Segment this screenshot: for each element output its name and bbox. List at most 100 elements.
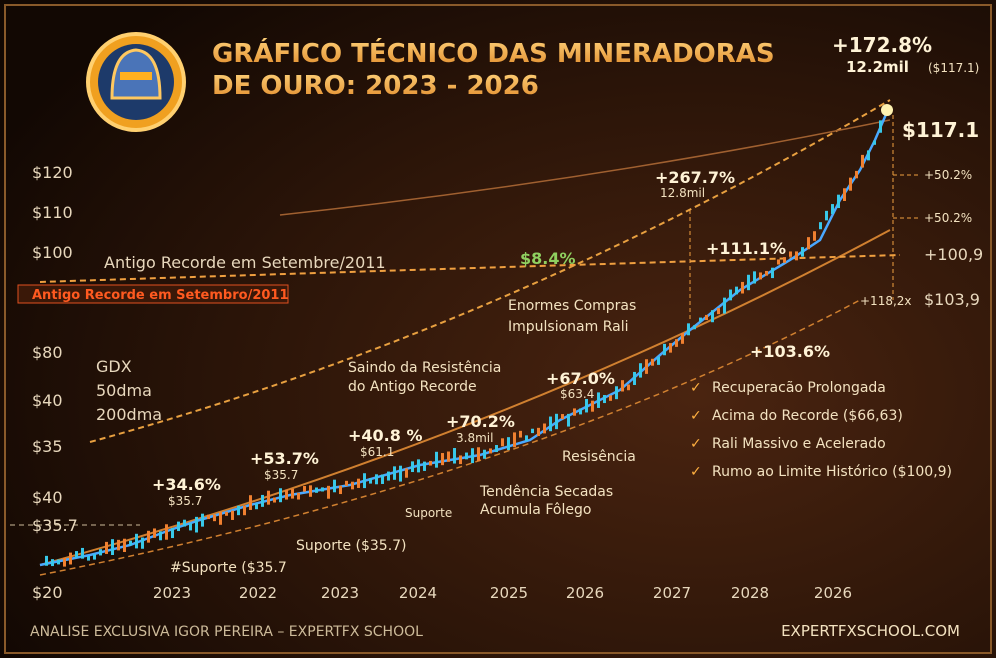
candle xyxy=(423,461,426,471)
candle xyxy=(255,503,258,510)
annotation: $117.1 xyxy=(902,118,979,142)
candle xyxy=(225,511,228,516)
candle xyxy=(459,455,462,465)
annotation: Suporte xyxy=(405,506,452,520)
candle xyxy=(87,556,90,561)
candle xyxy=(771,267,774,279)
annotation: Saindo da Resistência xyxy=(348,360,501,376)
candle xyxy=(213,514,216,522)
candle xyxy=(453,448,456,464)
candle xyxy=(873,140,876,145)
candle xyxy=(465,452,468,460)
candle xyxy=(627,384,630,391)
candle xyxy=(819,222,822,230)
candle xyxy=(861,154,864,168)
candle xyxy=(339,485,342,495)
annotation: +40.8 % xyxy=(348,426,422,445)
candle xyxy=(363,473,366,489)
candle xyxy=(471,448,474,464)
candle xyxy=(291,488,294,499)
candle xyxy=(201,513,204,527)
annotation: Enormes Compras xyxy=(508,298,636,314)
x-tick-label: 2022 xyxy=(239,584,277,602)
candle xyxy=(219,511,222,525)
candle xyxy=(189,523,192,531)
candle xyxy=(399,465,402,482)
x-tick-label: 2023 xyxy=(153,584,191,602)
legend-entry: GDX xyxy=(96,357,132,376)
candle xyxy=(513,432,516,448)
candle xyxy=(297,492,300,500)
check-icon: ✓ xyxy=(690,408,702,424)
annotation: Tendência Secadas xyxy=(479,484,613,500)
candle xyxy=(495,445,498,453)
check-icon: ✓ xyxy=(690,436,702,452)
check-item: Recuperacão Prolongada xyxy=(712,380,886,396)
candle xyxy=(801,247,804,257)
candle xyxy=(141,537,144,549)
candle xyxy=(195,516,198,533)
y-tick-label: $100 xyxy=(32,243,73,262)
annotation: Suporte ($35.7) xyxy=(296,538,407,554)
candle xyxy=(591,400,594,412)
checklist: ✓ Recuperacão Prolongada ✓ Acima do Recorde… xyxy=(690,380,952,480)
y-tick-label: $35.7 xyxy=(32,516,78,535)
x-tick-label: 2026 xyxy=(814,584,852,602)
annotation: +267.7% xyxy=(655,168,735,187)
candle xyxy=(615,386,618,400)
candle xyxy=(129,540,132,546)
candle xyxy=(837,194,840,209)
candle xyxy=(75,551,78,558)
check-item: Rali Massivo e Acelerado xyxy=(712,436,886,452)
annotation: +34.6% xyxy=(152,475,221,494)
candle xyxy=(351,481,354,490)
candle xyxy=(69,552,72,565)
annotation: $61.1 xyxy=(360,445,394,459)
candle xyxy=(285,489,288,500)
candle xyxy=(867,150,870,161)
annotation: $8.4% xyxy=(520,249,576,268)
annotation: $63.4 xyxy=(560,387,594,401)
candle xyxy=(543,423,546,434)
annotation: +111.1% xyxy=(706,239,786,258)
x-tick-label: 2024 xyxy=(399,584,437,602)
candle xyxy=(675,339,678,347)
candle xyxy=(279,488,282,503)
candle xyxy=(435,451,438,468)
y-tick-label: $20 xyxy=(32,583,63,602)
candle xyxy=(237,505,240,516)
candle xyxy=(711,310,714,323)
annotation: +53.7% xyxy=(250,449,319,468)
candle xyxy=(207,514,210,520)
annotation: $103,9 xyxy=(924,290,980,309)
candle xyxy=(699,317,702,322)
candle xyxy=(417,459,420,473)
x-tick-label: 2028 xyxy=(731,584,769,602)
candle xyxy=(705,314,708,320)
candle xyxy=(111,539,114,555)
legend-entry: 200dma xyxy=(96,405,162,424)
candle xyxy=(177,521,180,532)
candle xyxy=(477,447,480,462)
candle xyxy=(831,204,834,215)
candle xyxy=(777,259,780,265)
candle xyxy=(45,555,48,566)
candle xyxy=(549,416,552,432)
footer-right: EXPERTFXSCHOOL.COM xyxy=(781,622,960,640)
annotation: +70.2% xyxy=(446,412,515,431)
candle xyxy=(273,497,276,503)
candle xyxy=(849,177,852,191)
check-icon: ✓ xyxy=(690,380,702,396)
candle xyxy=(807,237,810,250)
candle xyxy=(507,437,510,451)
legend-entry: 50dma xyxy=(96,381,152,400)
candle xyxy=(825,210,828,221)
footer-left: ANALISE EXCLUSIVA IGOR PEREIRA – EXPERTF… xyxy=(30,624,423,640)
candle xyxy=(531,428,534,434)
y-tick-label: $40 xyxy=(32,488,63,507)
candle xyxy=(327,485,330,499)
candle xyxy=(243,505,246,516)
annotation: do Antigo Recorde xyxy=(348,379,477,395)
candle xyxy=(267,490,270,505)
candle xyxy=(501,438,504,447)
